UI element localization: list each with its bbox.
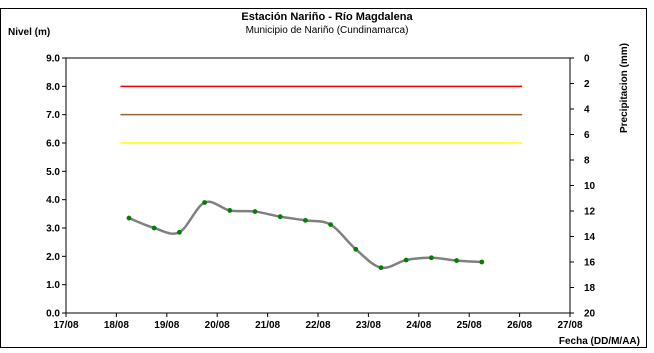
x-tick-label: 21/08 (255, 320, 280, 331)
x-tick-label: 27/08 (557, 320, 582, 331)
data-point (151, 225, 157, 231)
data-point (126, 215, 132, 221)
y-tick-label: 0.0 (46, 309, 60, 320)
x-tick-label: 22/08 (305, 320, 330, 331)
chart-subtitle: Municipio de Nariño (Cundinamarca) (246, 25, 409, 36)
data-point (227, 208, 233, 213)
data-point (429, 255, 434, 261)
y-tick-label: 7.0 (46, 110, 60, 121)
y-tick-label: 5.0 (46, 167, 60, 178)
y-axis-title: Nivel (m) (8, 27, 50, 38)
data-point (177, 229, 182, 235)
y2-tick-label: 20 (584, 309, 596, 320)
y2-tick-label: 0 (584, 54, 590, 65)
data-point (479, 259, 485, 265)
data-point (454, 258, 459, 263)
chart-title: Estación Nariño - Río Magdalena (241, 11, 413, 23)
x-tick-label: 25/08 (457, 320, 482, 331)
y2-tick-label: 8 (584, 156, 590, 167)
y-tick-label: 6.0 (46, 139, 60, 150)
y2-tick-label: 6 (584, 130, 590, 141)
x-tick-label: 23/08 (356, 320, 381, 331)
y2-tick-label: 16 (584, 258, 596, 269)
y2-tick-label: 18 (584, 283, 596, 294)
y-tick-label: 4.0 (46, 195, 60, 206)
x-tick-label: 19/08 (154, 320, 179, 331)
data-point (353, 246, 359, 252)
data-point (403, 257, 409, 263)
y2-tick-label: 10 (584, 181, 596, 192)
chart-marks: 0.0 1.0 2.0 3.0 4.0 5.0 6.0 7.0 8.0 9.0 0 2 4 6 8 10 12 1… (46, 54, 595, 332)
data-point (202, 200, 208, 205)
x-axis-title: Fecha (DD/M/AA) (559, 336, 640, 347)
y2-tick-label: 14 (584, 232, 596, 243)
x-tick-label: 26/08 (507, 320, 532, 331)
y-tick-label: 2.0 (46, 252, 60, 263)
x-tick-label: 24/08 (406, 320, 431, 331)
chart-border (0, 8, 647, 348)
data-point (252, 209, 258, 214)
y2-tick-label: 4 (584, 105, 590, 116)
x-tick-label: 20/08 (205, 320, 230, 331)
y-tick-label: 9.0 (46, 54, 60, 65)
y2-tick-label: 2 (584, 79, 590, 90)
y-tick-label: 1.0 (46, 280, 60, 291)
data-point (303, 217, 308, 223)
data-point (277, 214, 283, 220)
y-tick-label: 3.0 (46, 224, 60, 235)
x-tick-label: 18/08 (104, 320, 129, 331)
x-tick-label: 17/08 (53, 320, 78, 331)
y2-axis-title: Precipitacion (mm) (619, 43, 630, 133)
y2-tick-label: 12 (584, 207, 596, 218)
y-tick-label: 8.0 (46, 82, 60, 93)
data-point (378, 265, 384, 271)
data-point (328, 222, 333, 228)
